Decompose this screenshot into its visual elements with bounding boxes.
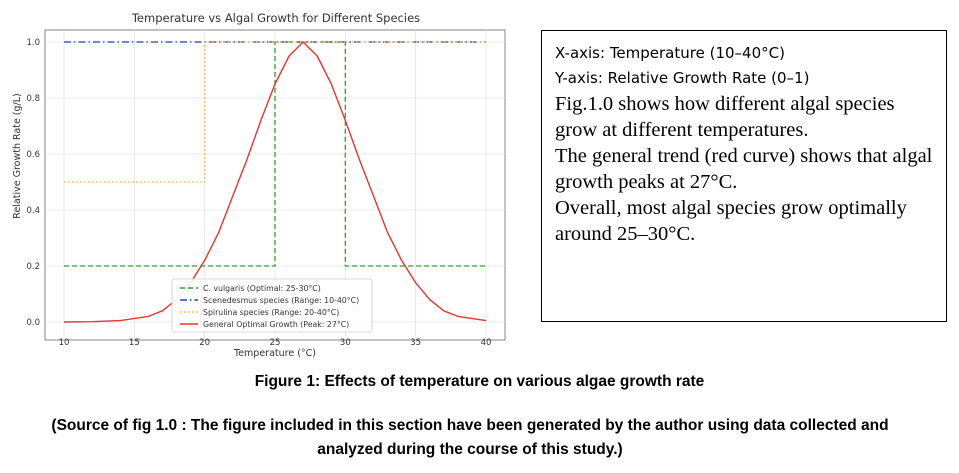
- x-tick-label: 40: [481, 338, 492, 348]
- y-tick-label: 0.2: [26, 262, 40, 272]
- x-tick-label: 10: [59, 338, 70, 348]
- info-paragraph-2: The general trend (red curve) shows that…: [555, 145, 933, 193]
- series-line-2: [64, 41, 486, 183]
- info-y-axis: Y-axis: Relative Growth Rate (0–1): [555, 69, 810, 87]
- y-tick-label: 0.4: [26, 206, 40, 216]
- legend-label-2: Spirulina species (Range: 20-40°C): [203, 308, 339, 317]
- x-tick-label: 20: [199, 338, 210, 348]
- y-axis-label: Relative Growth Rate (g/L): [12, 93, 23, 218]
- growth-chart: Temperature vs Algal Growth for Differen…: [12, 11, 506, 359]
- legend-label-1: Scenedesmus species (Range: 10-40°C): [203, 296, 359, 305]
- y-tick-label: 0.6: [26, 150, 40, 160]
- y-tick-label: 0.0: [26, 318, 40, 328]
- series-line-0: [64, 41, 486, 267]
- figure-caption: Figure 1: Effects of temperature on vari…: [254, 373, 705, 390]
- info-x-axis: X-axis: Temperature (10–40°C): [555, 44, 785, 62]
- y-tick-label: 1.0: [26, 38, 40, 48]
- info-box: X-axis: Temperature (10–40°C) Y-axis: Re…: [541, 30, 947, 322]
- x-axis-label: Temperature (°C): [233, 348, 316, 359]
- x-tick-label: 25: [270, 338, 281, 348]
- x-tick-label: 35: [410, 338, 421, 348]
- chart-legend: C. vulgaris (Optimal: 25-30°C) Scenedesmu…: [171, 278, 373, 333]
- chart-title: Temperature vs Algal Growth for Differen…: [131, 11, 420, 25]
- series-line-3: [63, 41, 487, 323]
- legend-label-0: C. vulgaris (Optimal: 25-30°C): [203, 284, 321, 293]
- x-tick-label: 15: [129, 338, 140, 348]
- series-lines: [63, 41, 487, 323]
- legend-label-3: General Optimal Growth (Peak: 27°C): [203, 320, 349, 329]
- legend-frame: [171, 278, 373, 333]
- info-paragraph-3: Overall, most algal species grow optimal…: [555, 197, 907, 245]
- info-paragraph-1: Fig.1.0 shows how different algal specie…: [555, 93, 895, 141]
- axis-ticks: 10 15 20 25 30 35 40 0.0 0.2 0.4 0.6 0.8 1.0: [26, 38, 491, 348]
- source-note: (Source of fig 1.0 : The figure included…: [51, 417, 889, 458]
- y-tick-label: 0.8: [26, 94, 40, 104]
- x-tick-label: 30: [340, 338, 351, 348]
